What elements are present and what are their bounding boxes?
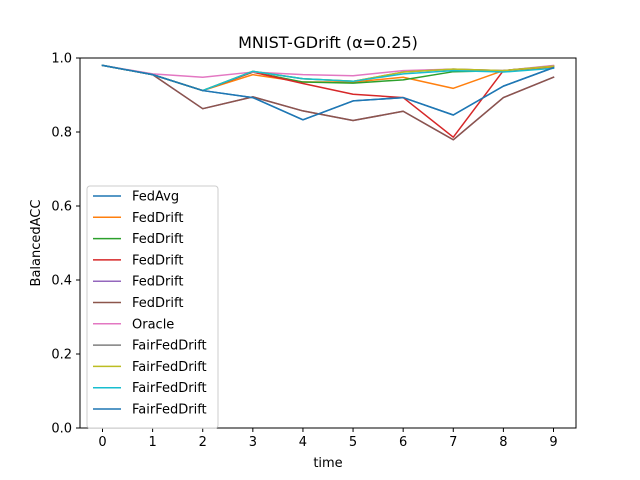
y-tick-label: 0.6 [51, 200, 72, 215]
legend-entry: FedDrift [132, 275, 183, 290]
series-line-10 [101, 64, 555, 121]
y-tick-label: 0.4 [51, 274, 72, 289]
y-tick-label: 1.0 [51, 52, 72, 67]
x-axis: 0 1 2 3 4 5 6 7 8 9 [98, 428, 558, 450]
x-tick-label: 9 [549, 435, 557, 450]
y-tick-label: 0.2 [51, 348, 72, 363]
x-tick-label: 8 [499, 435, 507, 450]
legend-entry: FairFedDrift [132, 339, 207, 354]
series-line-5 [101, 64, 555, 141]
x-tick-label: 7 [449, 435, 457, 450]
legend-entry: FedDrift [132, 232, 183, 247]
x-tick-label: 3 [249, 435, 257, 450]
y-tick-label: 0.0 [51, 422, 72, 437]
legend-entry: FedDrift [132, 211, 183, 226]
x-axis-label: time [313, 456, 342, 471]
y-axis-label: BalancedACC [29, 200, 44, 287]
legend-entry: FairFedDrift [132, 403, 207, 418]
legend-box [86, 185, 219, 429]
legend-entry: FairFedDrift [132, 360, 207, 375]
legend-entry: FedAvg [132, 190, 179, 205]
legend-entry: Oracle [132, 317, 174, 332]
x-tick-label: 2 [199, 435, 207, 450]
x-tick-label: 4 [299, 435, 307, 450]
y-tick-label: 0.8 [51, 126, 72, 141]
plot-lines [101, 64, 555, 141]
legend: FedAvg FedDrift FedDrift FedDrift FedDrift Fe… [86, 185, 219, 429]
x-tick-label: 6 [399, 435, 407, 450]
x-tick-label: 5 [349, 435, 357, 450]
plot-frame [79, 57, 577, 429]
legend-entry: FairFedDrift [132, 381, 207, 396]
chart-title: MNIST-GDrift (α=0.25) [238, 33, 418, 52]
x-tick-label: 0 [98, 435, 106, 450]
legend-entry: FedDrift [132, 296, 183, 311]
x-tick-label: 1 [148, 435, 156, 450]
legend-entry: FedDrift [132, 253, 183, 268]
y-axis: 0.0 0.2 0.4 0.6 0.8 1.0 [51, 52, 80, 437]
